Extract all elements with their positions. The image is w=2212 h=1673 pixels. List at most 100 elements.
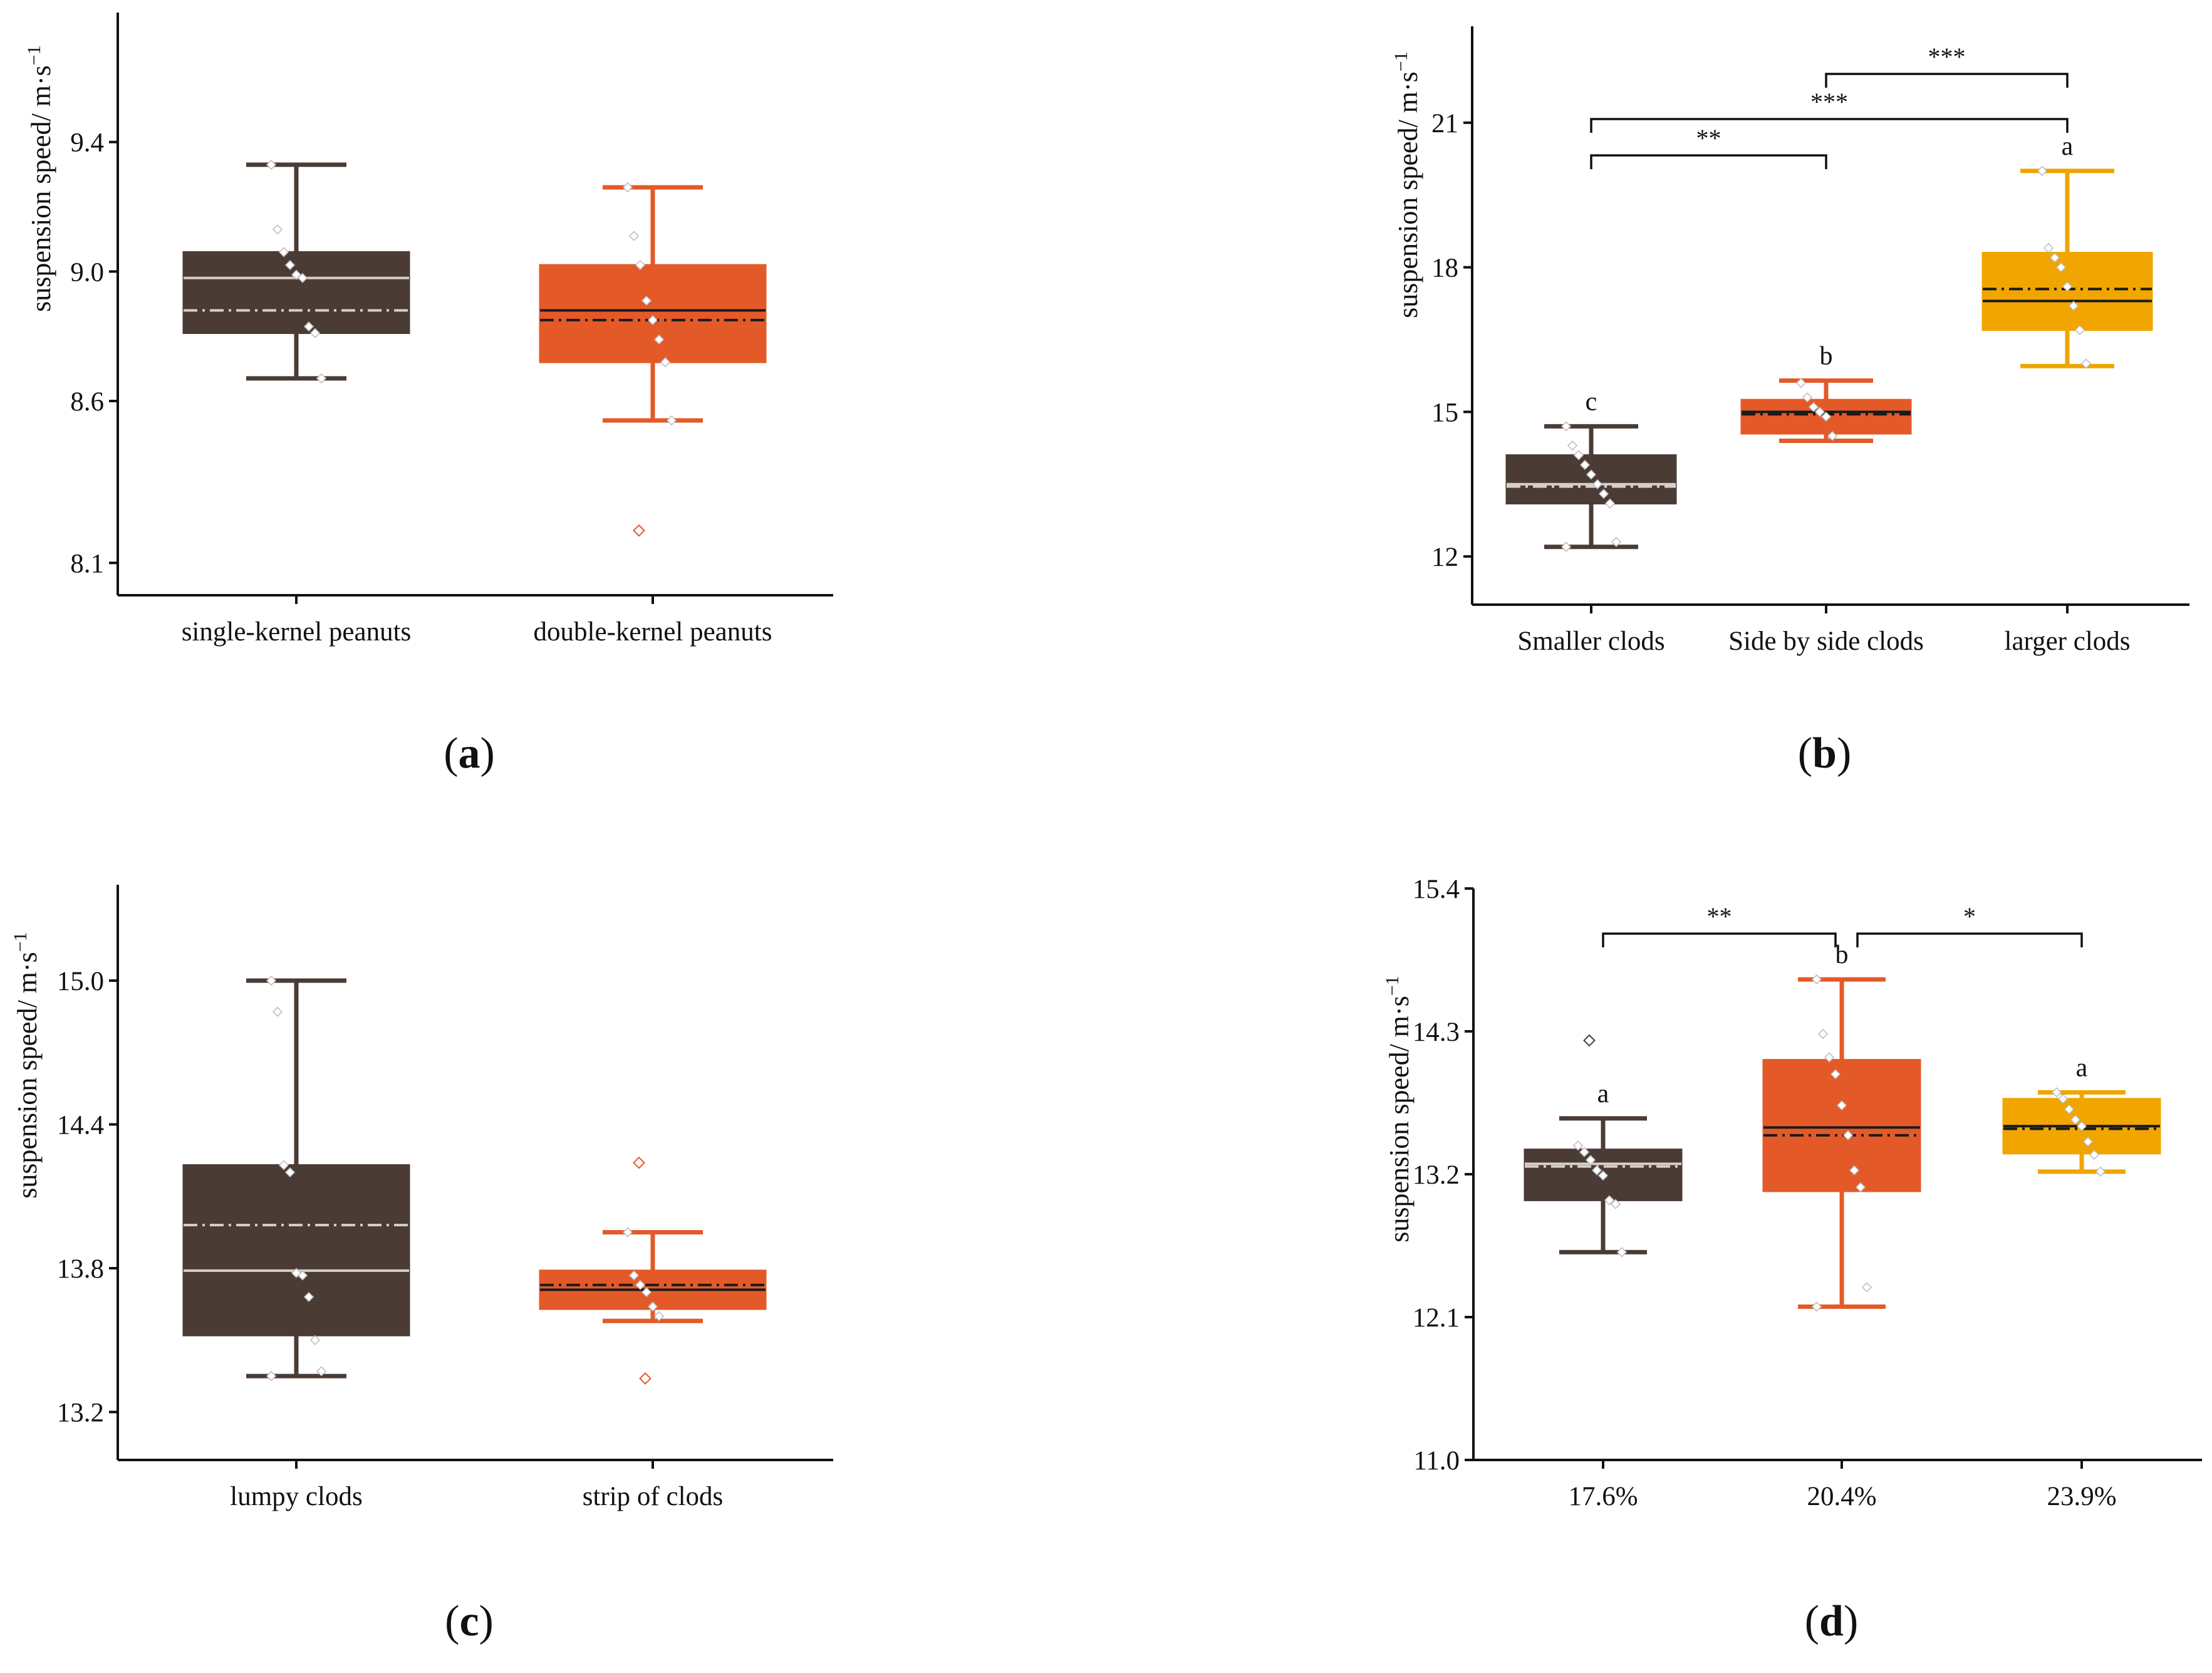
y-tick-label: 13.2 <box>57 1399 104 1428</box>
data-point <box>2051 1087 2062 1098</box>
data-point <box>635 259 646 271</box>
y-tick-label: 18 <box>1431 254 1458 283</box>
data-point <box>1842 1130 1854 1140</box>
panel-caption: (b) <box>1798 729 1852 778</box>
data-point <box>1611 536 1622 548</box>
panel-b: 12 15 18 21 Smaller clods Side by side clods l… <box>1391 26 2189 778</box>
x-tick-label: double-kernel peanuts <box>534 617 772 647</box>
data-point <box>297 273 308 283</box>
data-point <box>628 231 640 241</box>
data-point <box>2062 281 2073 292</box>
data-point <box>2082 1137 2094 1147</box>
outlier-point <box>633 524 645 537</box>
y-tick-label: 15 <box>1431 398 1458 427</box>
data-point <box>309 328 321 338</box>
y-axis-label: suspension speed/ m·s−1 <box>1382 976 1415 1242</box>
x-tick-label: Side by side clods <box>1728 627 1924 656</box>
significance-bracket: * <box>1856 902 2083 947</box>
bracket-line <box>1590 154 1827 169</box>
data-point <box>1814 407 1825 417</box>
y-tick-label: 11.0 <box>1413 1446 1460 1476</box>
box-iqr <box>539 264 767 363</box>
data-point <box>2076 1121 2087 1132</box>
data-point <box>1604 1195 1615 1206</box>
significance-stars: ** <box>1707 902 1732 930</box>
x-tick-label: lumpy clods <box>230 1482 362 1511</box>
data-point <box>2057 1093 2069 1104</box>
significance-letter: c <box>1586 387 1597 416</box>
data-point <box>309 1335 321 1345</box>
data-point <box>1579 1147 1590 1157</box>
box-2 <box>1740 378 1912 443</box>
box-2 <box>1762 974 1921 1312</box>
data-point <box>1567 440 1578 451</box>
data-point <box>1861 1282 1872 1293</box>
x-tick-label: larger clods <box>2005 627 2131 656</box>
y-tick-label: 9.0 <box>70 258 104 287</box>
significance-stars: * <box>1963 902 1976 930</box>
box-2 <box>539 182 767 537</box>
y-tick-label: 8.6 <box>70 387 104 417</box>
y-tick-label: 14.4 <box>57 1111 104 1140</box>
data-point <box>266 975 277 986</box>
outlier-point <box>633 1156 645 1169</box>
data-point <box>1616 1247 1628 1258</box>
y-tick-label: 14.3 <box>1413 1018 1460 1047</box>
y-tick-label: 8.1 <box>70 549 104 578</box>
y-tick-label: 9.4 <box>70 128 104 158</box>
bracket-line <box>1856 932 2083 947</box>
x-tick-label: single-kernel peanuts <box>182 617 412 647</box>
data-point <box>2037 165 2048 176</box>
outlier-point <box>1583 1034 1596 1047</box>
data-point <box>316 1366 327 1377</box>
y-axis-label: suspension speed/ m·s−1 <box>10 932 43 1198</box>
data-point <box>622 1227 633 1238</box>
box-1 <box>1505 421 1677 552</box>
data-point <box>284 259 296 271</box>
x-tick-label: 23.9% <box>2047 1482 2116 1511</box>
data-point <box>278 247 289 258</box>
significance-stars: *** <box>1928 43 1966 71</box>
y-tick-label: 12.1 <box>1413 1303 1460 1333</box>
data-point <box>1830 1069 1841 1080</box>
significance-bracket: *** <box>1825 43 2069 88</box>
data-point <box>1572 1140 1584 1151</box>
data-point <box>1824 1052 1835 1063</box>
significance-bracket: ** <box>1590 124 1827 169</box>
significance-bracket: ** <box>1602 902 1837 947</box>
y-tick-label: 15.4 <box>1413 875 1460 904</box>
data-point <box>303 321 314 332</box>
data-point <box>635 1280 646 1290</box>
panel-caption: (c) <box>445 1597 494 1645</box>
y-tick-label: 13.8 <box>57 1254 104 1284</box>
data-point <box>1802 392 1813 403</box>
data-point <box>1827 430 1838 441</box>
data-point <box>660 357 671 368</box>
data-point <box>2068 300 2079 311</box>
data-point <box>653 334 665 345</box>
data-point <box>628 1270 640 1281</box>
box-1 <box>182 159 410 383</box>
data-point <box>2089 1149 2100 1160</box>
bracket-line <box>1602 932 1837 947</box>
data-point <box>641 295 652 306</box>
x-tick-label: strip of clods <box>583 1482 724 1511</box>
data-point <box>666 415 677 426</box>
data-point <box>272 224 283 235</box>
data-point <box>1811 1301 1822 1312</box>
panel-c: 13.2 13.8 14.4 15.0 lumpy clods strip of clod… <box>10 885 833 1645</box>
data-point <box>2074 325 2085 335</box>
significance-letter: b <box>1836 941 1849 969</box>
data-point <box>1560 541 1572 552</box>
data-point <box>278 1160 289 1170</box>
y-tick-label: 21 <box>1431 109 1458 138</box>
outlier-point <box>639 1372 652 1385</box>
y-tick-label: 12 <box>1431 543 1458 572</box>
data-point <box>1849 1165 1860 1175</box>
x-tick-label: 17.6% <box>1568 1482 1638 1511</box>
data-point <box>1592 479 1603 489</box>
data-point <box>653 1311 665 1321</box>
data-point <box>266 159 277 170</box>
significance-letter: a <box>1597 1080 1609 1108</box>
y-tick-label: 15.0 <box>57 967 104 996</box>
